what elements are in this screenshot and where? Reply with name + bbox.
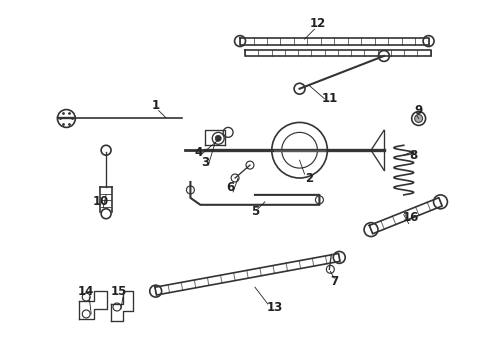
Text: 6: 6: [226, 181, 234, 194]
Text: 14: 14: [78, 285, 95, 298]
Text: 13: 13: [267, 301, 283, 314]
Circle shape: [415, 114, 422, 122]
Text: 10: 10: [93, 195, 109, 208]
Text: 4: 4: [194, 146, 202, 159]
Text: 11: 11: [321, 92, 338, 105]
Text: 5: 5: [251, 205, 259, 218]
Circle shape: [215, 135, 221, 141]
Text: 16: 16: [402, 211, 419, 224]
Text: 15: 15: [111, 285, 127, 298]
Text: 3: 3: [201, 156, 209, 168]
Text: 2: 2: [305, 171, 314, 185]
Text: 1: 1: [151, 99, 160, 112]
Text: 7: 7: [330, 275, 339, 288]
Text: 12: 12: [309, 17, 325, 30]
Text: 9: 9: [415, 104, 423, 117]
Text: 8: 8: [410, 149, 418, 162]
